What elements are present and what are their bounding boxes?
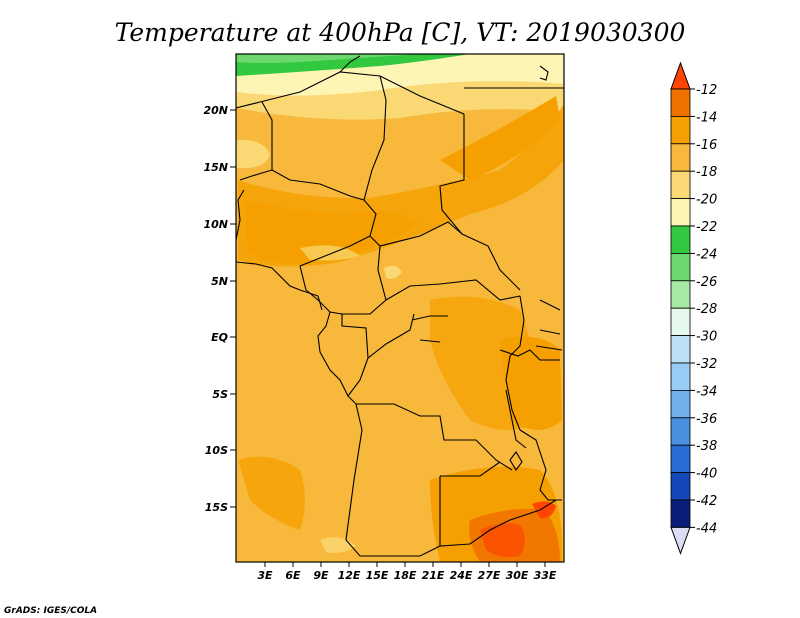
- colorbar-label: -18: [696, 165, 717, 180]
- lat-label-eq: EQ: [211, 331, 228, 344]
- colorbar-segment: [670, 499, 691, 528]
- colorbar-label: -30: [696, 330, 717, 345]
- colorbar-segment: [670, 170, 691, 199]
- colorbar-segment: [670, 335, 691, 364]
- longitude-labels: 3E 6E 9E 12E 15E 18E 21E 24E 27E 30E 33E: [257, 569, 556, 582]
- colorbar: -12 -14 -16 -18 -20 -22 -24 -26 -28 -30 -32 -34 -36 -…: [670, 61, 717, 555]
- colorbar-segment: [670, 143, 691, 172]
- lat-label-20n: 20N: [203, 104, 228, 117]
- colorbar-label: -28: [696, 302, 717, 317]
- colorbar-segment: [670, 252, 691, 282]
- lon-label-18e: 18E: [394, 569, 417, 582]
- colorbar-label: -40: [696, 467, 717, 482]
- colorbar-label: -16: [696, 138, 717, 153]
- lat-label-10s: 10S: [205, 444, 228, 457]
- colorbar-segment: [670, 444, 691, 474]
- lat-label-10n: 10N: [203, 218, 228, 231]
- lon-label-9e: 9E: [313, 569, 329, 582]
- colorbar-label: -32: [696, 357, 717, 372]
- colorbar-segment: [670, 362, 691, 391]
- colorbar-label: -42: [696, 494, 717, 509]
- map-title: Temperature at 400hPa [C], VT: 201903030…: [115, 18, 686, 47]
- colorbar-segment: [670, 389, 691, 419]
- colorbar-segment: [670, 417, 691, 446]
- latitude-labels: 20N 15N 10N 5N EQ 5S 10S 15S: [203, 104, 228, 514]
- colorbar-segment: [670, 472, 691, 501]
- colorbar-segment: [670, 88, 691, 117]
- colorbar-arrow-bottom: [670, 526, 691, 555]
- colorbar-label: -12: [696, 83, 717, 98]
- lat-label-5s: 5S: [212, 388, 228, 401]
- lat-label-15s: 15S: [205, 501, 228, 514]
- lon-label-21e: 21E: [422, 569, 445, 582]
- lon-label-15e: 15E: [366, 569, 389, 582]
- grads-credit: GrADS: IGES/COLA: [4, 606, 97, 616]
- lon-label-30e: 30E: [506, 569, 529, 582]
- colorbar-segment: [670, 307, 691, 337]
- colorbar-label: -20: [696, 193, 717, 208]
- colorbar-label: -36: [696, 412, 717, 427]
- map-frame: [235, 53, 565, 563]
- colorbar-label: -34: [696, 384, 717, 399]
- lon-label-27e: 27E: [478, 569, 501, 582]
- colorbar-label: -38: [696, 439, 717, 454]
- colorbar-arrow-top: [670, 61, 691, 90]
- lon-label-6e: 6E: [285, 569, 301, 582]
- lon-label-33e: 33E: [534, 569, 557, 582]
- lon-label-24e: 24E: [450, 569, 473, 582]
- longitude-ticks: [264, 562, 546, 567]
- colorbar-label: -26: [696, 275, 717, 290]
- colorbar-label: -24: [696, 247, 717, 262]
- colorbar-segment: [670, 116, 691, 145]
- colorbar-segment: [670, 198, 691, 227]
- colorbar-label: -44: [696, 521, 717, 536]
- lat-label-5n: 5N: [211, 275, 228, 288]
- lat-label-15n: 15N: [203, 161, 228, 174]
- temperature-field: [236, 54, 564, 562]
- colorbar-segment: [670, 280, 691, 309]
- country-borders: [236, 55, 564, 557]
- colorbar-label: -14: [696, 110, 717, 125]
- latitude-ticks: [230, 109, 236, 508]
- lon-label-12e: 12E: [338, 569, 361, 582]
- lon-label-3e: 3E: [257, 569, 273, 582]
- colorbar-segment: [670, 225, 691, 254]
- colorbar-label: -22: [696, 220, 717, 235]
